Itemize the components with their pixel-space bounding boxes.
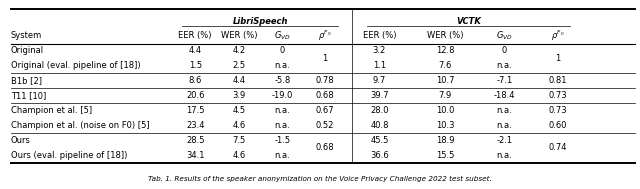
Text: EER (%): EER (%) xyxy=(179,31,212,40)
Text: 4.5: 4.5 xyxy=(232,106,246,115)
Text: -7.1: -7.1 xyxy=(496,76,513,85)
Text: 4.2: 4.2 xyxy=(232,46,246,55)
Text: 7.6: 7.6 xyxy=(438,61,452,70)
Text: 12.8: 12.8 xyxy=(436,46,454,55)
Text: 28.5: 28.5 xyxy=(186,136,204,145)
Text: 0.68: 0.68 xyxy=(316,91,334,100)
Text: n.a.: n.a. xyxy=(275,106,291,115)
Text: n.a.: n.a. xyxy=(497,121,512,130)
Text: Champion et al. (noise on F0) [5]: Champion et al. (noise on F0) [5] xyxy=(11,121,150,130)
Text: 0: 0 xyxy=(280,46,285,55)
Text: -1.5: -1.5 xyxy=(275,136,291,145)
Text: 0.74: 0.74 xyxy=(548,143,566,152)
Text: LibriSpeech: LibriSpeech xyxy=(232,17,288,26)
Text: 2.5: 2.5 xyxy=(232,61,246,70)
Text: 23.4: 23.4 xyxy=(186,121,204,130)
Text: $\rho^{F_0}$: $\rho^{F_0}$ xyxy=(550,29,564,43)
Text: 1: 1 xyxy=(555,54,560,63)
Text: Ours: Ours xyxy=(11,136,31,145)
Text: WER (%): WER (%) xyxy=(427,31,463,40)
Text: 36.6: 36.6 xyxy=(370,151,388,160)
Text: Original: Original xyxy=(11,46,44,55)
Text: $\rho^{F_0}$: $\rho^{F_0}$ xyxy=(318,29,332,43)
Text: 45.5: 45.5 xyxy=(370,136,388,145)
Text: 39.7: 39.7 xyxy=(370,91,388,100)
Text: Champion et al. [5]: Champion et al. [5] xyxy=(11,106,92,115)
Text: 18.9: 18.9 xyxy=(436,136,454,145)
Text: -18.4: -18.4 xyxy=(493,91,515,100)
Text: 4.4: 4.4 xyxy=(189,46,202,55)
Text: -19.0: -19.0 xyxy=(272,91,293,100)
Text: 1.5: 1.5 xyxy=(189,61,202,70)
Text: 0.60: 0.60 xyxy=(548,121,566,130)
Text: 0.73: 0.73 xyxy=(548,91,566,100)
Text: n.a.: n.a. xyxy=(497,106,512,115)
Text: Original (eval. pipeline of [18]): Original (eval. pipeline of [18]) xyxy=(11,61,141,70)
Text: 0.68: 0.68 xyxy=(316,143,334,152)
Text: 7.5: 7.5 xyxy=(232,136,246,145)
Text: T11 [10]: T11 [10] xyxy=(11,91,46,100)
Text: n.a.: n.a. xyxy=(497,151,512,160)
Text: 0.73: 0.73 xyxy=(548,106,566,115)
Text: Tab. 1. Results of the speaker anonymization on the Voice Privacy Challenge 2022: Tab. 1. Results of the speaker anonymiza… xyxy=(148,176,492,182)
Text: $G_{VD}$: $G_{VD}$ xyxy=(496,30,513,42)
Text: EER (%): EER (%) xyxy=(363,31,396,40)
Text: 40.8: 40.8 xyxy=(370,121,388,130)
Text: 0.67: 0.67 xyxy=(316,106,334,115)
Text: 10.3: 10.3 xyxy=(436,121,454,130)
Text: 34.1: 34.1 xyxy=(186,151,204,160)
Text: 10.0: 10.0 xyxy=(436,106,454,115)
Text: n.a.: n.a. xyxy=(275,121,291,130)
Text: 8.6: 8.6 xyxy=(189,76,202,85)
Text: 20.6: 20.6 xyxy=(186,91,204,100)
Text: System: System xyxy=(11,31,42,40)
Text: 3.9: 3.9 xyxy=(232,91,246,100)
Text: VCTK: VCTK xyxy=(456,17,481,26)
Text: 0.52: 0.52 xyxy=(316,121,334,130)
Text: n.a.: n.a. xyxy=(275,61,291,70)
Text: WER (%): WER (%) xyxy=(221,31,257,40)
Text: 1.1: 1.1 xyxy=(373,61,386,70)
Text: 0.78: 0.78 xyxy=(316,76,334,85)
Text: Ours (eval. pipeline of [18]): Ours (eval. pipeline of [18]) xyxy=(11,151,127,160)
Text: 28.0: 28.0 xyxy=(370,106,388,115)
Text: 3.2: 3.2 xyxy=(372,46,386,55)
Text: -2.1: -2.1 xyxy=(496,136,513,145)
Text: n.a.: n.a. xyxy=(275,151,291,160)
Text: 4.6: 4.6 xyxy=(232,151,246,160)
Text: $G_{VD}$: $G_{VD}$ xyxy=(274,30,291,42)
Text: 0: 0 xyxy=(502,46,507,55)
Text: n.a.: n.a. xyxy=(497,61,512,70)
Text: -5.8: -5.8 xyxy=(275,76,291,85)
Text: 9.7: 9.7 xyxy=(372,76,386,85)
Text: 17.5: 17.5 xyxy=(186,106,204,115)
Text: 4.6: 4.6 xyxy=(232,121,246,130)
Text: 0.81: 0.81 xyxy=(548,76,566,85)
Text: 10.7: 10.7 xyxy=(436,76,454,85)
Text: B1b [2]: B1b [2] xyxy=(11,76,42,85)
Text: 15.5: 15.5 xyxy=(436,151,454,160)
Text: 4.4: 4.4 xyxy=(232,76,246,85)
Text: 1: 1 xyxy=(323,54,328,63)
Text: 7.9: 7.9 xyxy=(438,91,452,100)
